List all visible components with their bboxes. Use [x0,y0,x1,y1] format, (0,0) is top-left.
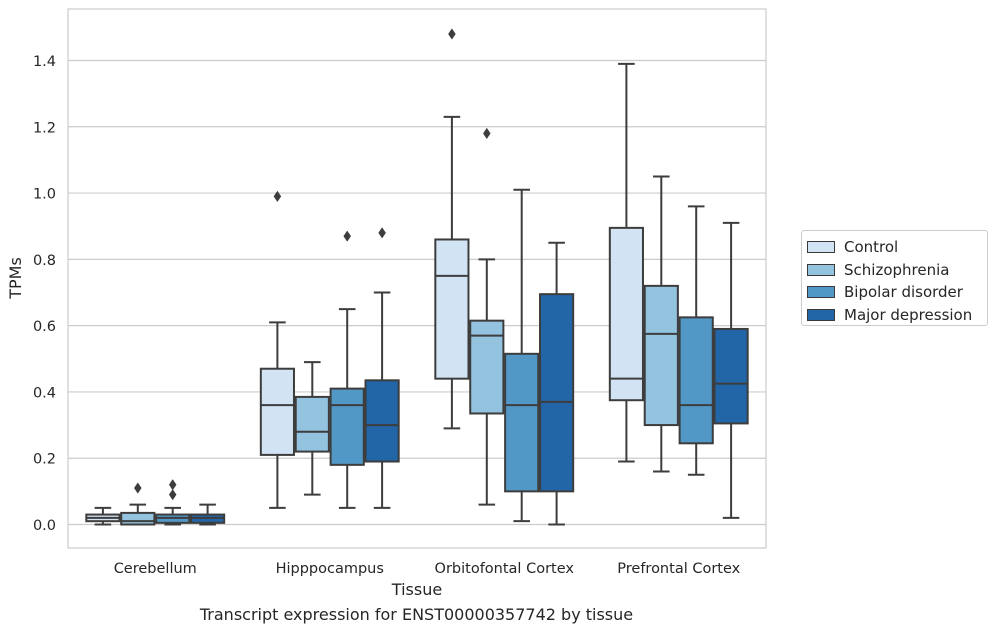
y-tick-label: 1.0 [33,187,56,203]
x-tick-label: Cerebellum [114,561,197,577]
box-prefrontal-cortex-major-depression [713,221,749,519]
legend-label: Major depression [844,305,973,324]
box-iqr [434,238,470,380]
box-orbitofontal-cortex-schizophrenia [469,127,505,506]
box-iqr [294,395,330,453]
x-tick-label: Orbitofontal Cortex [435,561,575,577]
box-prefrontal-cortex-schizophrenia [643,175,679,473]
y-tick-label: 1.4 [33,54,56,70]
box-iqr [504,352,540,493]
legend-label: Bipolar disorder [844,283,963,302]
legend-swatch [807,286,835,299]
box-orbitofontal-cortex-bipolar-disorder [504,188,540,523]
x-tick-label: Prefrontal Cortex [617,561,740,577]
figure-caption: Transcript expression for ENST0000035774… [199,605,634,624]
x-tick-label: Hipppocampus [276,561,384,577]
legend-item: Bipolar disorder [807,281,987,304]
outlier-point [133,482,142,494]
y-tick-label: 0.0 [33,518,56,534]
box-hipppocampus-bipolar-disorder [329,230,365,509]
outlier-point [378,227,386,239]
box-iqr [539,293,575,493]
box-groups [85,28,749,526]
legend-item: Schizophrenia [807,259,987,282]
y-tick-label: 0.4 [33,385,56,401]
y-tick-label: 1.2 [33,120,56,136]
box-prefrontal-cortex-bipolar-disorder [678,205,714,476]
box-iqr [643,284,679,427]
legend: Control Schizophrenia Bipolar disorder Majo… [801,230,988,326]
outlier-point [448,28,456,40]
y-tick-label: 0.8 [33,253,56,269]
box-iqr [259,367,295,456]
box-cerebellum-control [85,506,121,526]
outlier-point [343,230,352,242]
outlier-point [168,489,177,501]
legend-item: Control [807,236,987,259]
box-cerebellum-schizophrenia [120,482,156,526]
box-cerebellum-major-depression [190,503,226,526]
box-hipppocampus-major-depression [364,227,400,509]
y-tick-label: 0.2 [33,452,56,468]
legend-swatch [807,241,835,254]
box-iqr [678,316,714,445]
legend-swatch [807,263,835,276]
legend-swatch [807,308,835,321]
box-hipppocampus-control [259,190,295,509]
box-iqr [364,379,400,463]
box-iqr [713,327,749,425]
box-orbitofontal-cortex-control [434,28,470,430]
box-cerebellum-bipolar-disorder [155,479,191,526]
box-iqr [608,226,644,402]
box-hipppocampus-schizophrenia [294,361,330,496]
box-orbitofontal-cortex-major-depression [539,241,575,526]
x-tick-labels: Cerebellum Hipppocampus Orbitofontal Corte… [114,561,741,577]
gridlines [68,59,766,526]
legend-label: Control [844,238,899,257]
y-tick-label: 0.6 [33,319,56,335]
outlier-point [168,479,177,491]
box-iqr [120,511,156,526]
box-prefrontal-cortex-control [608,62,644,463]
legend-label: Schizophrenia [844,260,950,279]
y-axis-label: TPMs [6,257,25,300]
y-tick-labels: 0.0 0.2 0.4 0.6 0.8 1.0 1.2 1.4 [33,54,56,534]
legend-item: Major depression [807,304,987,327]
x-axis-label: Tissue [391,580,442,599]
box-iqr [329,387,365,466]
outlier-point [273,190,282,203]
outlier-point [482,127,491,140]
